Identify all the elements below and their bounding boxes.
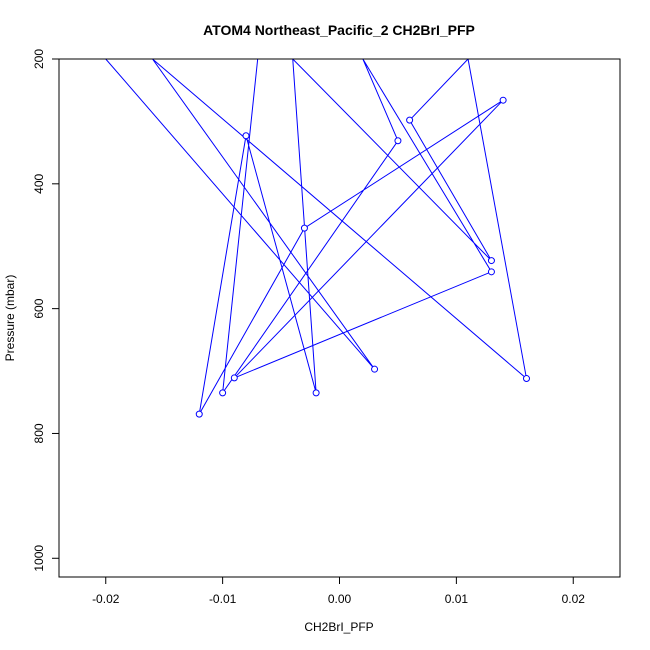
- y-tick-label: 400: [32, 173, 46, 193]
- data-point: [487, 268, 495, 276]
- y-tick-label: 600: [32, 298, 46, 318]
- series-line-0: [105, 59, 528, 415]
- data-point: [230, 374, 238, 382]
- x-tick-label: 0.00: [328, 592, 352, 606]
- data-point: [394, 137, 402, 145]
- y-tick-label: 200: [32, 49, 46, 69]
- data-point: [499, 96, 507, 104]
- data-point: [242, 132, 250, 140]
- y-axis-label: Pressure (mbar): [3, 275, 17, 362]
- x-tick-label: -0.02: [92, 592, 120, 606]
- x-axis-label: CH2BrI_PFP: [304, 620, 373, 634]
- x-axis: -0.02 -0.01 0.00 0.01 0.02: [92, 577, 585, 606]
- y-tick-label: 1000: [32, 545, 46, 572]
- data-point: [300, 224, 308, 232]
- plot-frame: [58, 58, 621, 578]
- data-point: [406, 116, 414, 124]
- chart-title: ATOM4 Northeast_Pacific_2 CH2BrI_PFP: [203, 22, 475, 38]
- data-point: [219, 389, 227, 397]
- y-tick-label: 800: [32, 423, 46, 443]
- data-point: [523, 375, 530, 383]
- x-tick-label: 0.01: [445, 592, 469, 606]
- x-tick-label: -0.01: [209, 592, 237, 606]
- x-tick-label: 0.02: [562, 592, 586, 606]
- plot-area: [105, 59, 530, 418]
- data-point: [312, 389, 320, 397]
- data-point: [487, 257, 495, 265]
- data-point: [371, 365, 379, 373]
- y-axis: 200 400 600 800 1000: [32, 49, 59, 572]
- data-point: [195, 410, 203, 418]
